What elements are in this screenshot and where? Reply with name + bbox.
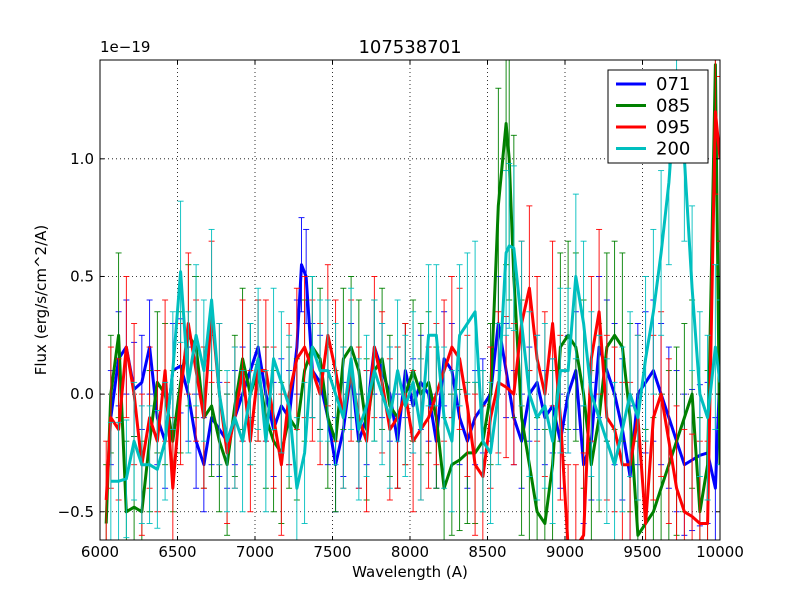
ticks: 6000 6500 7000 7500 8000 8500 9000 9500 10000 −0.… [58, 60, 744, 561]
legend-label-071: 071 [656, 74, 690, 95]
x-tick-label: 10000 [696, 543, 744, 561]
series-200 [107, 60, 720, 540]
chart-title: 107538701 [358, 37, 461, 58]
x-tick-label: 6000 [81, 543, 119, 561]
x-tick-label: 7000 [236, 543, 274, 561]
legend-label-095: 095 [656, 117, 690, 138]
legend-label-200: 200 [656, 139, 690, 160]
y-offset-text: 1e−19 [100, 38, 150, 56]
x-tick-label: 8000 [391, 543, 429, 561]
x-tick-label: 9000 [546, 543, 584, 561]
y-tick-label: −0.5 [58, 503, 94, 521]
x-tick-label: 9500 [623, 543, 661, 561]
y-tick-label: 1.0 [70, 150, 94, 168]
series-line-200 [110, 75, 720, 490]
y-tick-label: 0.5 [70, 267, 94, 285]
legend-label-085: 085 [656, 96, 690, 117]
x-tick-label: 8500 [468, 543, 506, 561]
series-line-085 [104, 63, 720, 537]
series-layer [103, 60, 720, 540]
x-axis-label: Wavelength (A) [352, 563, 468, 581]
x-tick-label: 6500 [158, 543, 196, 561]
x-tick-label: 7500 [313, 543, 351, 561]
y-axis-label: Flux (erg/s/cm^2/A) [32, 225, 50, 376]
y-tick-label: 0.0 [70, 385, 94, 403]
